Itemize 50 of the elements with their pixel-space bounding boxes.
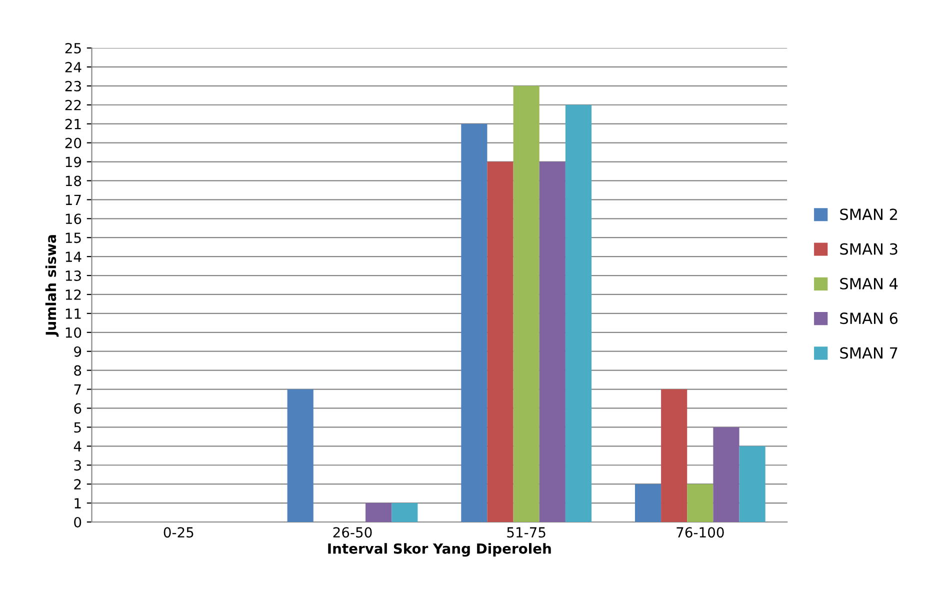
- bar: [392, 503, 418, 522]
- y-tick-label: 3: [74, 460, 81, 471]
- y-tick-label: 4: [74, 441, 82, 452]
- bar: [661, 389, 688, 522]
- bar: [634, 484, 662, 522]
- y-tick-label: 8: [74, 365, 82, 376]
- legend-label: SMAN 4: [840, 278, 898, 290]
- y-tick-label: 16: [66, 214, 82, 224]
- bar: [366, 503, 392, 522]
- legend-label: SMAN 7: [840, 347, 898, 359]
- x-tick-label: 51-75: [507, 527, 546, 538]
- y-axis-title: Jumlah siswa: [45, 235, 59, 337]
- y-tick-label: 19: [66, 156, 82, 168]
- y-tick-label: 2: [74, 479, 81, 490]
- bar: [539, 162, 566, 522]
- y-tick-label: 12: [66, 289, 81, 300]
- bar: [713, 427, 740, 522]
- y-tick-label: 11: [66, 308, 81, 319]
- x-tick-label: 26-50: [333, 527, 372, 538]
- y-tick-label: 0: [74, 516, 82, 528]
- y-tick-label: 23: [65, 80, 81, 92]
- x-tick-label: 76-100: [676, 527, 724, 538]
- bar: [461, 124, 488, 522]
- y-tick-label: 10: [66, 327, 82, 338]
- y-tick-label: 17: [66, 194, 81, 205]
- legend-label: SMAN 2: [840, 208, 897, 220]
- y-tick-label: 14: [66, 252, 82, 262]
- legend-label: SMAN 6: [840, 312, 898, 324]
- bar: [687, 484, 714, 522]
- y-tick-label: 6: [74, 403, 82, 414]
- y-tick-label: 18: [66, 176, 82, 186]
- y-tick-label: 7: [74, 384, 81, 395]
- y-tick-label: 9: [74, 346, 82, 357]
- x-axis-title: Interval Skor Yang Diperoleh: [328, 543, 551, 557]
- bar: [287, 389, 314, 522]
- bar: [565, 104, 592, 522]
- y-tick-label: 25: [65, 42, 81, 54]
- y-tick-label: 20: [65, 138, 82, 148]
- y-tick-label: 5: [74, 422, 81, 433]
- y-tick-label: 21: [65, 118, 81, 130]
- y-tick-label: 1: [74, 498, 81, 508]
- bar: [487, 162, 514, 522]
- x-tick-label: 0-25: [164, 527, 194, 538]
- y-tick-label: 24: [65, 62, 82, 72]
- bar: [513, 86, 540, 522]
- y-tick-label: 15: [66, 232, 81, 244]
- legend-label: SMAN 3: [840, 243, 898, 255]
- bar: [739, 446, 766, 522]
- y-tick-label: 13: [66, 270, 81, 281]
- y-tick-label: 22: [65, 100, 81, 110]
